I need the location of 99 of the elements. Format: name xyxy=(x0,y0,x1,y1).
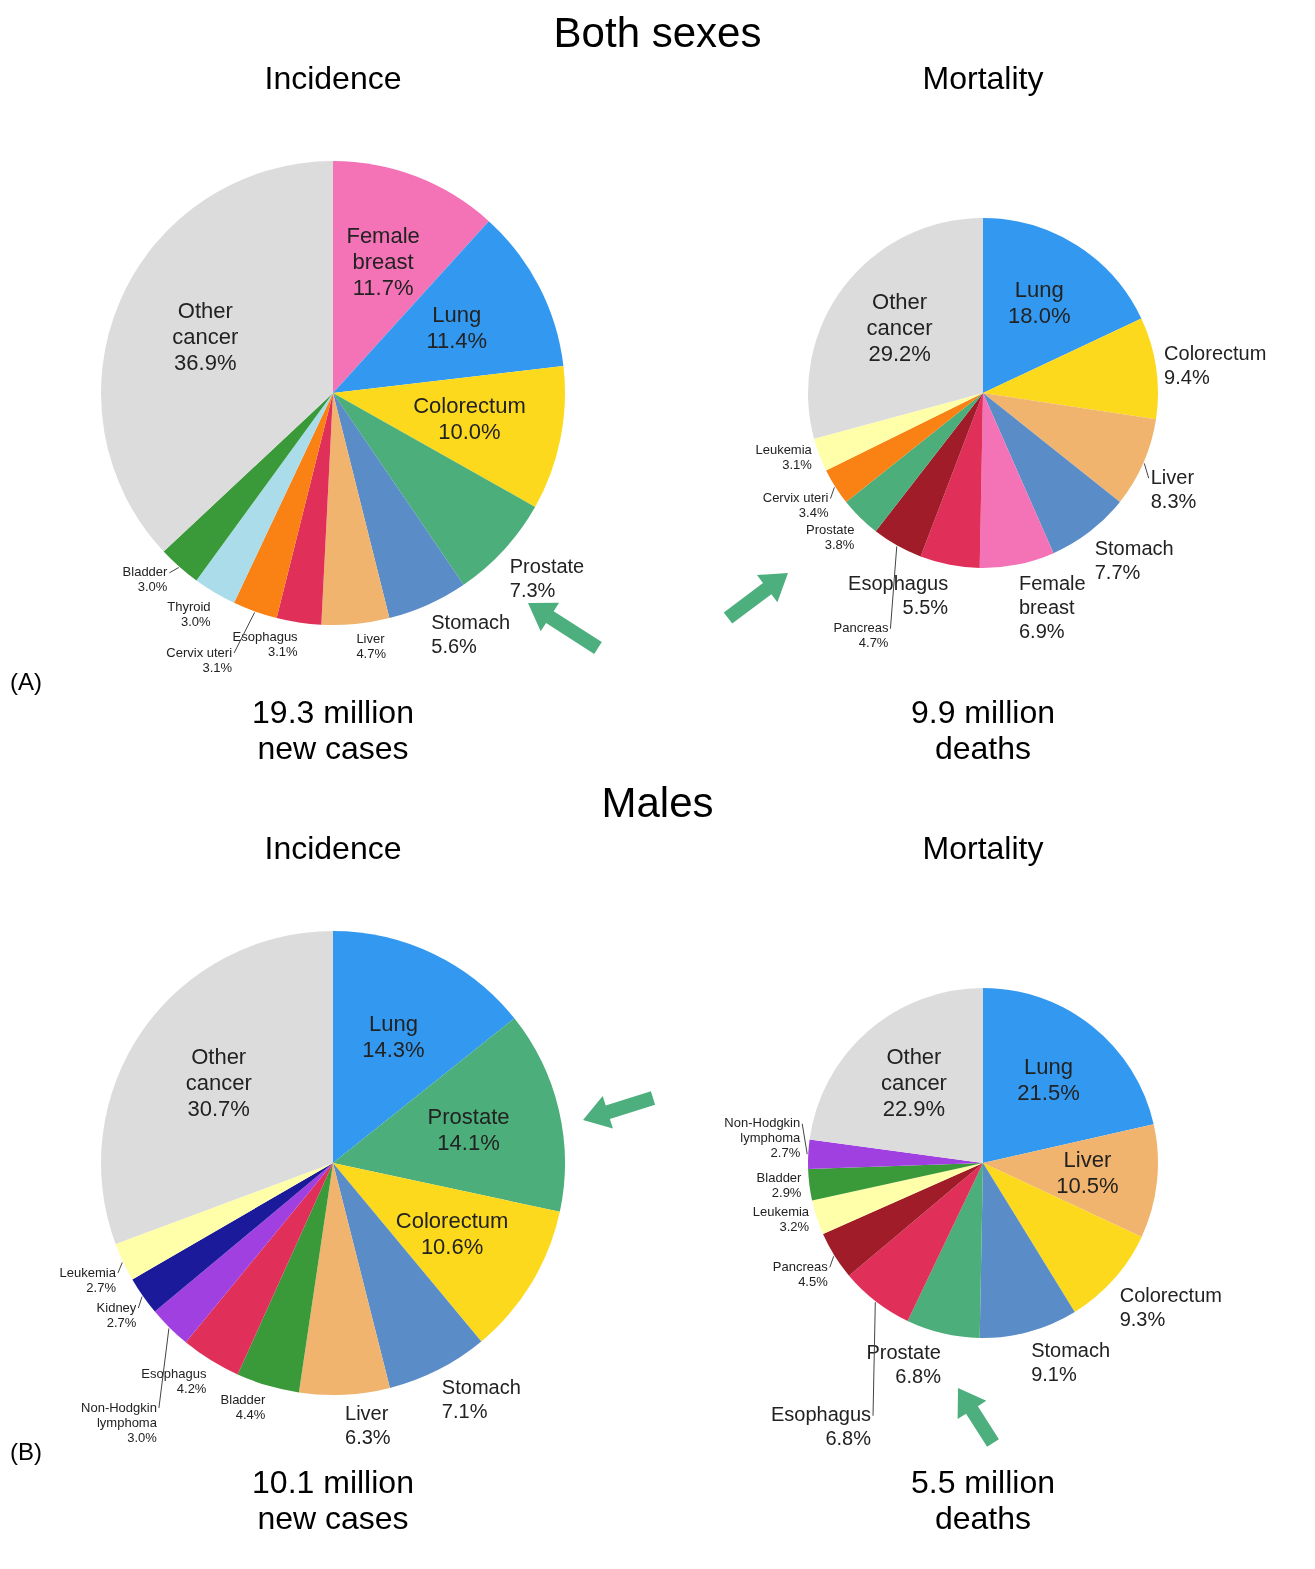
slice-label: Lung xyxy=(368,1010,418,1036)
slice-label: Lung xyxy=(1024,1054,1074,1080)
slice-label: Bladder xyxy=(122,564,169,580)
slice-label: Stomach xyxy=(441,1376,521,1399)
data-label: 3.2% xyxy=(779,1219,810,1235)
data-label: 29.2% xyxy=(868,341,931,367)
slice-label: Prostate xyxy=(509,554,585,577)
slice-label: Stomach xyxy=(1094,537,1174,560)
data-label: 9.1% xyxy=(1031,1363,1077,1386)
data-label: 2.7% xyxy=(86,1279,117,1295)
data-label: 4.5% xyxy=(798,1273,829,1289)
data-label: 30.7% xyxy=(187,1095,250,1121)
slice-label: Stomach xyxy=(431,611,511,634)
slice-label: Other cancer xyxy=(172,297,239,349)
text: (A) xyxy=(10,668,42,696)
data-label: 3.1% xyxy=(267,644,299,660)
data-label: 36.9% xyxy=(174,349,237,375)
data-label: 7.1% xyxy=(441,1400,488,1423)
slice-label: Lung xyxy=(1014,277,1064,303)
data-label: 4.7% xyxy=(858,635,889,651)
slice-label: Female breast xyxy=(1018,571,1086,618)
slice-label: Other cancer xyxy=(866,289,933,341)
slice-label: Stomach xyxy=(1031,1339,1111,1362)
slice-label: Colorectum xyxy=(395,1208,509,1234)
slice-label: Non-Hodgkin lymphoma xyxy=(81,1399,158,1430)
data-label: 14.3% xyxy=(362,1036,425,1062)
slice-label: Esophagus xyxy=(141,1365,207,1381)
data-label: 11.4% xyxy=(426,328,488,354)
slice-label: Other cancer xyxy=(185,1043,252,1095)
data-label: 4.4% xyxy=(235,1407,266,1423)
data-label: 3.0% xyxy=(180,613,212,629)
data-label: 3.1% xyxy=(782,456,813,472)
data-label: 6.8% xyxy=(895,1364,942,1387)
data-label: 2.7% xyxy=(770,1145,801,1161)
data-label: 5.6% xyxy=(431,635,478,658)
data-label: 14.1% xyxy=(437,1130,500,1156)
chart-title: Incidence xyxy=(263,829,403,868)
slice-label: Prostate xyxy=(805,522,855,538)
data-label: 3.0% xyxy=(137,579,168,595)
data-label: 7.3% xyxy=(509,578,556,601)
data-label: 9.3% xyxy=(1119,1308,1166,1331)
slice-label: Other cancer xyxy=(880,1043,947,1095)
text: Males xyxy=(600,778,715,828)
data-label: 5.5% xyxy=(902,596,949,619)
slice-label: Cervix uteri xyxy=(762,490,829,506)
slice-label: Leukemia xyxy=(59,1264,117,1280)
text: 19.3 million new cases xyxy=(251,694,415,766)
text: (B) xyxy=(10,1438,42,1466)
data-label: 3.4% xyxy=(798,505,829,521)
slice-label: Colorectum xyxy=(1164,342,1267,365)
slice-label: Thyroid xyxy=(167,598,211,614)
data-label: 3.1% xyxy=(202,659,233,675)
slice-label: Cervix uteri xyxy=(166,644,233,660)
data-label: 10.6% xyxy=(420,1234,484,1260)
slice-label: Prostate xyxy=(427,1104,510,1130)
data-label: 22.9% xyxy=(882,1095,946,1121)
slice-label: Esophagus xyxy=(232,629,299,645)
slice-label: Esophagus xyxy=(770,1403,872,1426)
slice-label: Liver xyxy=(1150,465,1195,488)
slice-label: Bladder xyxy=(220,1392,267,1408)
slice-label: Leukemia xyxy=(752,1204,810,1220)
text: 5.5 million deaths xyxy=(909,1464,1057,1536)
data-label: 3.8% xyxy=(824,537,855,553)
data-label: 9.4% xyxy=(1164,366,1210,389)
data-label: 21.5% xyxy=(1017,1080,1080,1106)
slice-label: Esophagus xyxy=(848,572,949,595)
slice-label: Colorectum xyxy=(413,393,526,419)
text: 9.9 million deaths xyxy=(909,694,1057,766)
data-label: 6.3% xyxy=(345,1426,391,1449)
data-label: 11.7% xyxy=(352,275,414,301)
slice-label: Pancreas xyxy=(833,620,889,636)
data-label: 4.2% xyxy=(176,1380,207,1396)
text: Both sexes xyxy=(552,8,763,58)
data-label: 2.9% xyxy=(771,1184,802,1200)
data-label: 10.5% xyxy=(1056,1173,1119,1199)
slice-label: Female breast xyxy=(346,223,420,275)
data-label: 8.3% xyxy=(1150,489,1197,512)
chart-title: Mortality xyxy=(921,829,1045,868)
slice-label: Bladder xyxy=(756,1169,803,1185)
slice-label: Kidney xyxy=(96,1299,137,1315)
data-label: 6.9% xyxy=(1018,619,1065,642)
slice-label: Liver xyxy=(345,1402,389,1425)
slice-label: Pancreas xyxy=(772,1258,829,1274)
slice-label: Liver xyxy=(356,630,386,646)
data-label: 3.0% xyxy=(127,1429,158,1445)
data-label: 18.0% xyxy=(1008,303,1071,329)
slice-label: Non-Hodgkin lymphoma xyxy=(724,1115,801,1146)
data-label: 6.8% xyxy=(825,1427,872,1450)
text: 10.1 million new cases xyxy=(251,1464,415,1536)
data-label: 10.0% xyxy=(438,419,501,445)
slice-label: Liver xyxy=(1063,1147,1112,1173)
data-label: 7.7% xyxy=(1094,561,1141,584)
data-label: 4.7% xyxy=(356,645,387,661)
slice-label: Lung xyxy=(432,302,482,328)
slice-label: Colorectum xyxy=(1119,1284,1222,1307)
data-label: 2.7% xyxy=(106,1314,137,1330)
chart-title: Mortality xyxy=(921,59,1045,98)
chart-title: Incidence xyxy=(263,59,403,98)
slice-label: Leukemia xyxy=(755,441,813,457)
